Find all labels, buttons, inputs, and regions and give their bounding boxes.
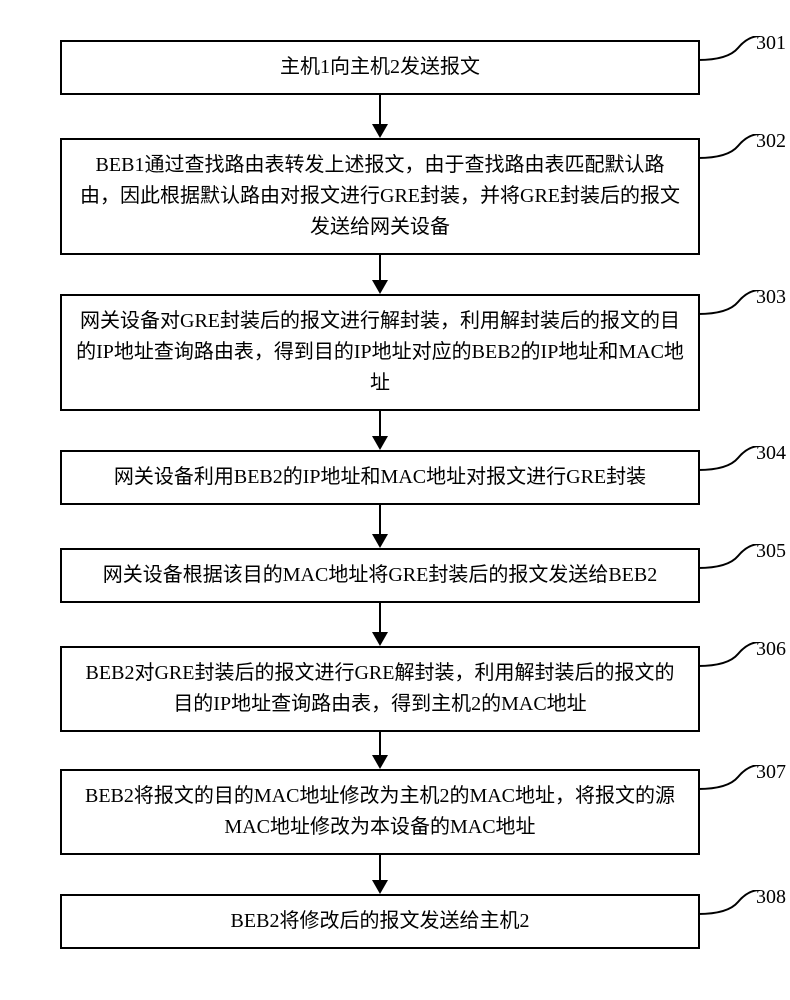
step-label: 305 xyxy=(756,536,786,567)
flow-step-text: BEB1通过查找路由表转发上述报文，由于查找路由表匹配默认路由，因此根据默认路由… xyxy=(76,150,684,243)
flow-arrow xyxy=(379,411,381,450)
step-label: 306 xyxy=(756,634,786,665)
step-label: 308 xyxy=(756,882,786,913)
step-label: 303 xyxy=(756,282,786,313)
flow-arrow xyxy=(379,255,381,294)
flow-step-text: 网关设备对GRE封装后的报文进行解封装，利用解封装后的报文的目的IP地址查询路由… xyxy=(76,306,684,399)
callout-302: 302 xyxy=(698,134,788,164)
flow-step-text: 网关设备根据该目的MAC地址将GRE封装后的报文发送给BEB2 xyxy=(103,560,657,591)
flow-step-text: BEB2将报文的目的MAC地址修改为主机2的MAC地址，将报文的源MAC地址修改… xyxy=(76,781,684,843)
flow-step-304: 网关设备利用BEB2的IP地址和MAC地址对报文进行GRE封装304 xyxy=(60,450,700,505)
step-label: 301 xyxy=(756,28,786,59)
flow-step-text: 主机1向主机2发送报文 xyxy=(280,52,480,83)
flow-arrow xyxy=(379,95,381,138)
callout-301: 301 xyxy=(698,36,788,66)
callout-304: 304 xyxy=(698,446,788,476)
flow-step-text: 网关设备利用BEB2的IP地址和MAC地址对报文进行GRE封装 xyxy=(114,462,646,493)
flowchart-container: 主机1向主机2发送报文301 BEB1通过查找路由表转发上述报文，由于查找路由表匹… xyxy=(50,40,710,949)
flow-step-text: BEB2对GRE封装后的报文进行GRE解封装，利用解封装后的报文的目的IP地址查… xyxy=(76,658,684,720)
callout-307: 307 xyxy=(698,765,788,795)
callout-306: 306 xyxy=(698,642,788,672)
callout-305: 305 xyxy=(698,544,788,574)
flow-step-305: 网关设备根据该目的MAC地址将GRE封装后的报文发送给BEB2305 xyxy=(60,548,700,603)
flow-step-307: BEB2将报文的目的MAC地址修改为主机2的MAC地址，将报文的源MAC地址修改… xyxy=(60,769,700,855)
step-label: 307 xyxy=(756,757,786,788)
flow-arrow xyxy=(379,855,381,894)
flow-step-308: BEB2将修改后的报文发送给主机2308 xyxy=(60,894,700,949)
flow-arrow xyxy=(379,603,381,646)
flow-step-text: BEB2将修改后的报文发送给主机2 xyxy=(231,906,530,937)
callout-303: 303 xyxy=(698,290,788,320)
flow-arrow xyxy=(379,732,381,769)
flow-step-306: BEB2对GRE封装后的报文进行GRE解封装，利用解封装后的报文的目的IP地址查… xyxy=(60,646,700,732)
step-label: 302 xyxy=(756,126,786,157)
step-label: 304 xyxy=(756,438,786,469)
callout-308: 308 xyxy=(698,890,788,920)
flow-step-303: 网关设备对GRE封装后的报文进行解封装，利用解封装后的报文的目的IP地址查询路由… xyxy=(60,294,700,411)
flow-step-301: 主机1向主机2发送报文301 xyxy=(60,40,700,95)
flow-step-302: BEB1通过查找路由表转发上述报文，由于查找路由表匹配默认路由，因此根据默认路由… xyxy=(60,138,700,255)
flow-arrow xyxy=(379,505,381,548)
